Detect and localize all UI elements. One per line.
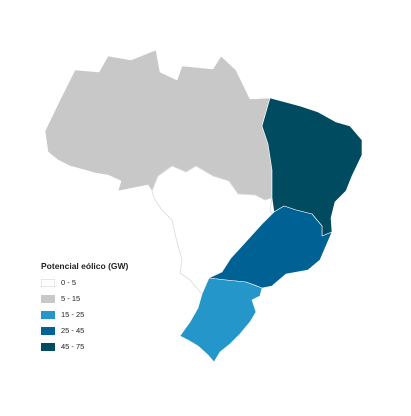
map-legend: Potencial eólico (GW) 0 - 5 5 - 15 15 - … bbox=[41, 261, 161, 357]
legend-swatch-45-75 bbox=[41, 342, 55, 351]
legend-swatch-0-5 bbox=[41, 278, 55, 287]
region-sul bbox=[179, 277, 263, 363]
legend-label-0-5: 0 - 5 bbox=[61, 277, 77, 287]
legend-item-5-15: 5 - 15 bbox=[41, 293, 161, 304]
legend-swatch-5-15 bbox=[41, 294, 55, 303]
legend-item-0-5: 0 - 5 bbox=[41, 277, 161, 288]
legend-label-5-15: 5 - 15 bbox=[61, 293, 81, 303]
legend-item-45-75: 45 - 75 bbox=[41, 341, 161, 352]
legend-label-45-75: 45 - 75 bbox=[61, 341, 85, 351]
legend-label-25-45: 25 - 45 bbox=[61, 325, 85, 335]
legend-item-25-45: 25 - 45 bbox=[41, 325, 161, 336]
region-sudeste bbox=[208, 205, 333, 289]
legend-swatch-25-45 bbox=[41, 326, 55, 335]
legend-swatch-15-25 bbox=[41, 310, 55, 319]
legend-item-15-25: 15 - 25 bbox=[41, 309, 161, 320]
legend-label-15-25: 15 - 25 bbox=[61, 309, 85, 319]
legend-title: Potencial eólico (GW) bbox=[41, 261, 129, 271]
